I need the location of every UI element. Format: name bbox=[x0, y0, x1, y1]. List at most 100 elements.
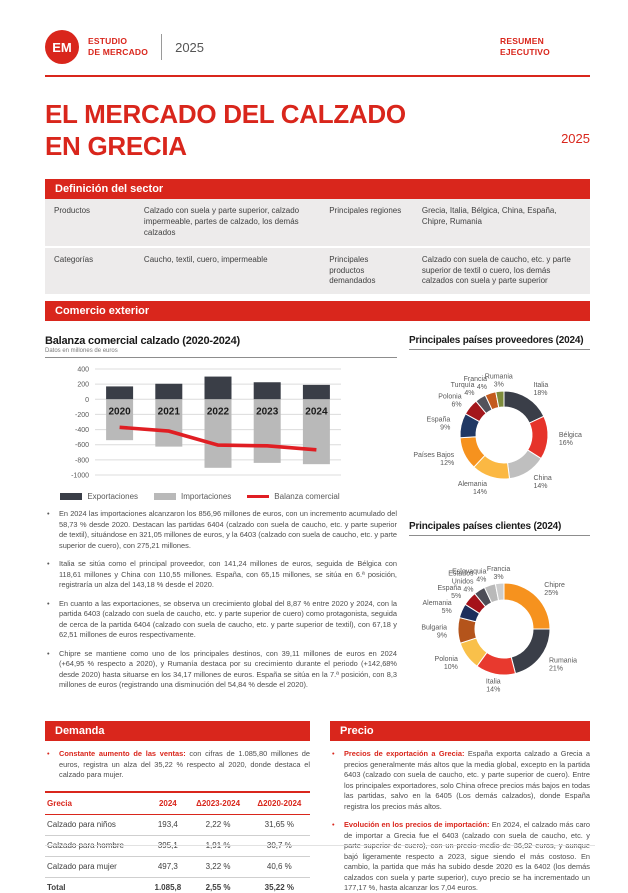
pie-slice-rumania bbox=[510, 628, 551, 675]
legend-label: Balanza comercial bbox=[274, 492, 340, 502]
brand-line1: ESTUDIO bbox=[88, 35, 128, 46]
definition-label: Categorías bbox=[45, 245, 135, 295]
definition-value: Grecia, Italia, Bélgica, China, España, … bbox=[421, 206, 557, 227]
section-bar-trade: Comercio exterior bbox=[45, 301, 590, 322]
price-bullet: Evolución en los precios de importación:… bbox=[330, 820, 590, 893]
legend-swatch bbox=[154, 493, 177, 501]
price-bullets: Precios de exportación a Grecia: España … bbox=[330, 749, 590, 893]
section-bar-demand: Demanda bbox=[45, 721, 310, 742]
pie-label-turqu-a: Turquía 4% bbox=[451, 382, 475, 397]
year-label-2020: 2020 bbox=[108, 407, 131, 418]
suppliers-title-rule bbox=[409, 349, 590, 351]
legend-item-exportaciones: Exportaciones bbox=[60, 492, 138, 501]
pie-slice-chipre bbox=[503, 582, 551, 630]
import-bar-2022 bbox=[204, 399, 232, 469]
price-bullet-text: En 2024, el calzado más caro de importar… bbox=[344, 820, 591, 893]
y-tick-label: -1000 bbox=[71, 473, 89, 480]
trade-bullets: En 2024 las importaciones alcanzaron los… bbox=[45, 509, 397, 691]
price-bullet: Precios de exportación a Grecia: España … bbox=[330, 749, 590, 812]
pie-label-eslovaquia: Eslovaquia 4% bbox=[452, 569, 486, 584]
suppliers-chart-title: Principales países proveedores (2024) bbox=[409, 335, 584, 347]
pie-label-b-lgica: Bélgica 16% bbox=[559, 432, 582, 447]
demand-table-head: Grecia 2024 Δ2023-2024 Δ2020-2024 bbox=[45, 791, 310, 815]
pie-label-estados-unidos: Estados Unidos 4% bbox=[448, 571, 474, 594]
year-label-2023: 2023 bbox=[256, 407, 279, 418]
definition-row: Productos Calzado con suela y parte super… bbox=[45, 199, 590, 246]
brand-line2: DE MERCADO bbox=[88, 47, 149, 57]
footer-rule bbox=[45, 845, 595, 846]
year-label-2021: 2021 bbox=[158, 407, 181, 418]
legend-label: Importaciones bbox=[181, 492, 232, 502]
clients-donut-chart: Chipre 25% Rumania 21% Italia 14% Polonia 10% Bu… bbox=[421, 566, 577, 694]
clients-chart-title: Principales países clientes (2024) bbox=[409, 521, 562, 533]
pie-label-chipre: Chipre 25% bbox=[544, 582, 565, 597]
y-tick-label: 0 bbox=[85, 397, 89, 404]
demand-table-cell: 193,4 bbox=[148, 814, 188, 836]
demand-bullets: Constante aumento de las ventas: con cif… bbox=[45, 749, 310, 781]
pie-slice-rumania bbox=[495, 390, 505, 409]
em-logo: EM bbox=[45, 30, 79, 64]
price-bullet-lead: Precios de exportación a Grecia: bbox=[344, 749, 465, 759]
trade-right-column: Principales países proveedores (2024) It… bbox=[409, 325, 590, 713]
trade-bullet: Italia se sitúa como el principal provee… bbox=[45, 559, 397, 591]
price-bullet-lead: Evolución en los precios de importación: bbox=[344, 820, 490, 830]
demand-table-body: Calzado para niños 193,4 2,22 % 31,65 % Calz… bbox=[45, 814, 310, 893]
chart-legend: Exportaciones Importaciones Balanza comerc… bbox=[45, 492, 355, 501]
demand-table-header-row: Grecia 2024 Δ2023-2024 Δ2020-2024 bbox=[45, 791, 310, 815]
pie-label-china: China 14% bbox=[534, 475, 552, 490]
pie-slice-francia bbox=[494, 582, 505, 602]
resumen-line2: EJECUTIVO bbox=[500, 47, 550, 57]
legend-swatch bbox=[247, 495, 270, 499]
pie-label-polonia: Polonia 6% bbox=[438, 394, 461, 409]
page-title: EL MERCADO DEL CALZADO EN GRECIA bbox=[45, 99, 406, 162]
definition-value: Calzado con suela y parte superior, calz… bbox=[143, 206, 300, 238]
y-tick-label: 400 bbox=[77, 367, 89, 374]
y-tick-label: 200 bbox=[77, 382, 89, 389]
legend-label: Exportaciones bbox=[87, 492, 139, 502]
demand-table-row-calzado-para-mujer: Calzado para mujer 497,3 3,22 % 40,6 % bbox=[45, 856, 310, 878]
resumen-line1: RESUMEN bbox=[500, 35, 544, 46]
export-bar-2021 bbox=[155, 383, 183, 400]
balance-chart-title: Balanza comercial calzado (2020-2024) bbox=[45, 335, 240, 348]
pie-label-italia: Italia 18% bbox=[534, 382, 549, 397]
trade-bullet: En 2024 las importaciones alcanzaron los… bbox=[45, 509, 397, 551]
export-bar-2020 bbox=[106, 386, 134, 400]
definition-label: Principales regiones bbox=[329, 206, 402, 216]
demand-table-column-2024: 2024 bbox=[148, 791, 188, 815]
header-right-label: RESUMEN EJECUTIVO bbox=[500, 36, 550, 58]
demand-table: Grecia 2024 Δ2023-2024 Δ2020-2024 Calzado p… bbox=[45, 790, 310, 893]
pie-label-rumania: Rumania 21% bbox=[549, 658, 577, 673]
page-title-line2: EN GRECIA bbox=[45, 130, 187, 161]
header: EM ESTUDIO DE MERCADO 2025 RESUMEN EJECU… bbox=[45, 0, 590, 64]
demand-table-cell: 2,22 % bbox=[187, 814, 249, 836]
demand-bullet-lead: Constante aumento de las ventas: bbox=[59, 749, 186, 759]
legend-item-balanza-comercial: Balanza comercial bbox=[247, 492, 340, 502]
trade-left-column: Balanza comercial calzado (2020-2024) Da… bbox=[45, 325, 397, 713]
section-bar-definition: Definición del sector bbox=[45, 179, 590, 200]
definition-label: Principales productos demandados bbox=[320, 245, 413, 295]
import-bar-2020 bbox=[106, 399, 134, 441]
price-bullet-text: España exporta calzado a Grecia a precio… bbox=[344, 749, 591, 811]
demand-bullet: Constante aumento de las ventas: con cif… bbox=[45, 749, 310, 781]
legend-item-importaciones: Importaciones bbox=[154, 492, 231, 501]
demand-bullet-text: con cifras de 1.085,80 millones de euros… bbox=[59, 749, 310, 780]
brand-name: ESTUDIO DE MERCADO bbox=[88, 36, 148, 58]
demand-table-column-grecia: Grecia bbox=[45, 791, 149, 815]
header-year: 2025 bbox=[175, 39, 205, 55]
title-block: EL MERCADO DEL CALZADO EN GRECIA 2025 bbox=[45, 99, 590, 162]
trade-bullet: Chipre se mantiene como uno de los princ… bbox=[45, 649, 397, 691]
year-label-2022: 2022 bbox=[207, 407, 230, 418]
pie-label-pa-ses-bajos: Países Bajos 12% bbox=[413, 452, 454, 467]
import-bar-2023 bbox=[253, 399, 281, 464]
pie-label-italia: Italia 14% bbox=[486, 679, 501, 694]
section-bar-price: Precio bbox=[330, 721, 590, 742]
trade-bullet: En cuanto a las exportaciones, se observ… bbox=[45, 599, 397, 641]
definition-label: Productos bbox=[54, 206, 91, 216]
y-tick-label: -200 bbox=[75, 412, 89, 419]
demand-table-cell: 40,6 % bbox=[248, 856, 310, 878]
pie-label-francia: Francia 3% bbox=[487, 566, 510, 581]
y-tick-label: -400 bbox=[75, 427, 89, 434]
demand-table-cell: 35,22 % bbox=[248, 877, 310, 893]
suppliers-donut-chart: Italia 18% Bélgica 16% China 14% Alemania 14% Pa… bbox=[413, 374, 582, 496]
demand-table-cell: 31,65 % bbox=[248, 814, 310, 836]
